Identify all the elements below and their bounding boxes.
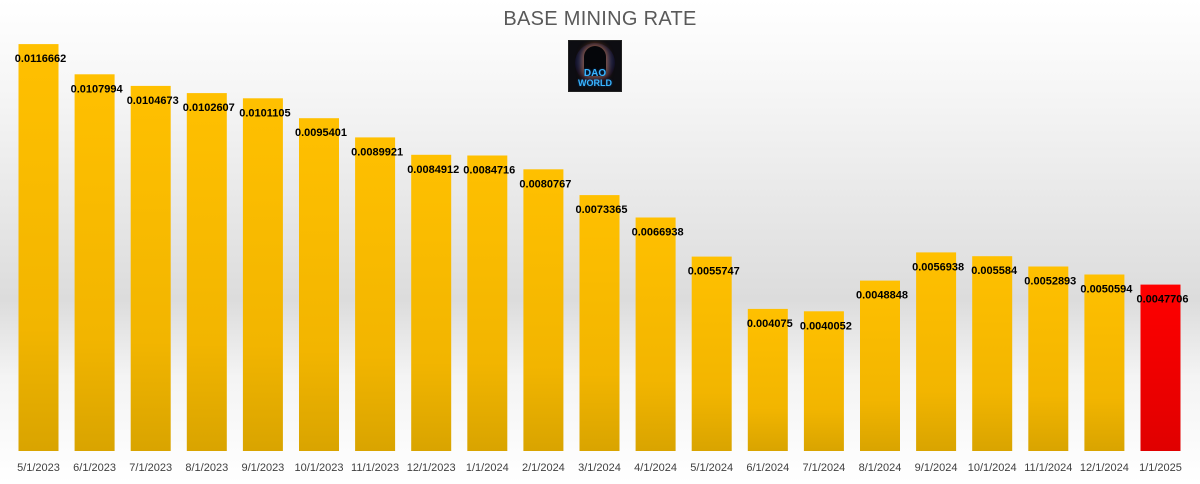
data-label-5/1/2024: 0.0055747	[688, 266, 740, 278]
bar-8/1/2024	[860, 280, 900, 451]
x-tick-label-8/1/2024: 8/1/2024	[859, 462, 902, 474]
hooded-figure-icon	[584, 46, 606, 76]
bar-9/1/2023	[242, 98, 283, 452]
data-label-7/1/2024: 0.0040052	[800, 320, 852, 332]
data-label-7/1/2023: 0.0104673	[127, 95, 179, 107]
data-label-5/1/2023: 0.0116662	[15, 53, 66, 65]
x-tick-label-11/1/2024: 11/1/2024	[1024, 462, 1072, 474]
x-tick-label-11/1/2023: 11/1/2023	[351, 462, 399, 474]
data-label-9/1/2024: 0.0056938	[912, 261, 964, 273]
x-tick-label-10/1/2023: 10/1/2023	[295, 462, 344, 474]
x-tick-label-4/1/2024: 4/1/2024	[634, 462, 677, 474]
bar-2/1/2024	[523, 169, 564, 452]
data-label-1/1/2024: 0.0084716	[463, 165, 515, 177]
x-tick-label-8/1/2023: 8/1/2023	[185, 462, 228, 474]
bar-4/1/2024	[635, 217, 676, 451]
bar-3/1/2024	[579, 195, 620, 451]
x-tick-label-6/1/2024: 6/1/2024	[746, 462, 789, 474]
logo-text-line-1: DAO	[583, 68, 607, 79]
data-label-10/1/2024: 0.005584	[971, 265, 1018, 277]
dao-world-logo: DAO WORLD	[568, 40, 622, 92]
bar-8/1/2023	[186, 93, 227, 451]
data-label-8/1/2024: 0.0048848	[856, 290, 908, 302]
logo-text-line-2: WORLD	[578, 78, 612, 88]
bar-6/1/2024	[747, 308, 788, 451]
bar-11/1/2024	[1028, 266, 1069, 451]
bar-7/1/2024	[803, 311, 844, 451]
data-label-8/1/2023: 0.0102607	[183, 102, 235, 114]
x-tick-label-6/1/2023: 6/1/2023	[73, 462, 116, 474]
bar-12/1/2024	[1084, 274, 1125, 451]
bar-10/1/2024	[972, 256, 1013, 451]
x-tick-label-1/1/2024: 1/1/2024	[466, 462, 509, 474]
bar-1/1/2024	[467, 155, 508, 451]
x-tick-label-3/1/2024: 3/1/2024	[578, 462, 621, 474]
data-label-2/1/2024: 0.0080767	[519, 178, 571, 190]
x-tick-label-10/1/2024: 10/1/2024	[968, 462, 1017, 474]
x-tick-label-2/1/2024: 2/1/2024	[522, 462, 565, 474]
data-label-11/1/2024: 0.0052893	[1024, 276, 1076, 288]
x-tick-label-9/1/2024: 9/1/2024	[915, 462, 958, 474]
bar-10/1/2023	[299, 118, 339, 451]
x-tick-label-12/1/2024: 12/1/2024	[1080, 462, 1129, 474]
bar-1/1/2025	[1140, 284, 1181, 451]
bar-6/1/2023	[74, 74, 115, 452]
x-tick-label-7/1/2024: 7/1/2024	[802, 462, 845, 474]
x-tick-label-1/1/2025: 1/1/2025	[1139, 462, 1182, 474]
data-label-1/1/2025: 0.0047706	[1137, 294, 1189, 306]
bar-12/1/2023	[411, 154, 452, 452]
data-label-6/1/2023: 0.0107994	[71, 83, 124, 95]
bar-5/1/2023	[18, 44, 59, 451]
data-label-12/1/2024: 0.0050594	[1080, 284, 1133, 296]
data-label-10/1/2023: 0.0095401	[295, 127, 347, 139]
bar-11/1/2023	[355, 137, 396, 451]
chart-title: BASE MINING RATE	[503, 8, 697, 30]
x-tick-label-5/1/2024: 5/1/2024	[690, 462, 733, 474]
data-label-6/1/2024: 0.004075	[747, 318, 793, 330]
bar-7/1/2023	[130, 85, 171, 452]
x-tick-label-5/1/2023: 5/1/2023	[17, 462, 60, 474]
bar-9/1/2024	[916, 252, 957, 451]
x-tick-label-7/1/2023: 7/1/2023	[129, 462, 172, 474]
x-tick-label-12/1/2023: 12/1/2023	[407, 462, 456, 474]
data-label-9/1/2023: 0.0101105	[239, 107, 290, 119]
data-label-4/1/2024: 0.0066938	[632, 227, 684, 239]
x-tick-label-9/1/2023: 9/1/2023	[241, 462, 284, 474]
bar-5/1/2024	[691, 256, 732, 451]
data-label-11/1/2023: 0.0089921	[351, 146, 403, 158]
data-label-12/1/2023: 0.0084912	[407, 164, 459, 176]
data-label-3/1/2024: 0.0073365	[576, 204, 628, 216]
